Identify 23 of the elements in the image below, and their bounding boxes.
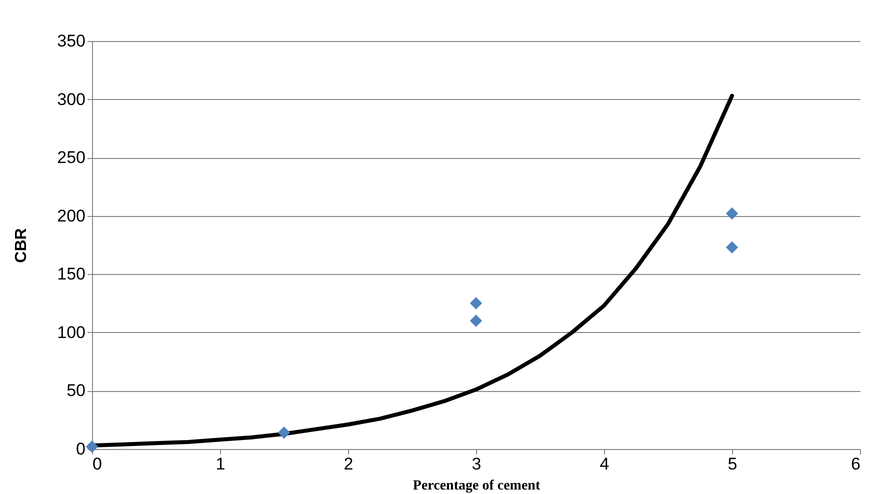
point xyxy=(278,426,290,439)
y-axis-title: CBR xyxy=(13,228,30,263)
x-tick-label: 2 xyxy=(344,454,354,474)
point xyxy=(86,440,98,453)
x-tick-label: 4 xyxy=(600,454,610,474)
x-tick-label: 5 xyxy=(728,454,738,474)
point xyxy=(470,297,482,310)
x-tick-label: 1 xyxy=(216,454,226,474)
point xyxy=(470,314,482,327)
x-tick-label: 6 xyxy=(851,454,860,474)
y-tick-label: 250 xyxy=(57,148,86,168)
x-tick-label: 0 xyxy=(92,454,102,474)
y-tick-label: 350 xyxy=(57,32,86,50)
y-tick-label: 200 xyxy=(57,206,86,226)
y-tick-label: 300 xyxy=(57,90,86,109)
point xyxy=(726,241,738,254)
y-tick-label: 150 xyxy=(57,264,86,284)
y-tick-label: 100 xyxy=(57,322,86,342)
x-tick-label: 3 xyxy=(472,454,482,474)
y-tick-label: 0 xyxy=(76,440,86,458)
y-tick-label: 50 xyxy=(66,381,86,400)
x-axis-title: Percentage of cement xyxy=(412,478,540,494)
point xyxy=(726,207,738,220)
